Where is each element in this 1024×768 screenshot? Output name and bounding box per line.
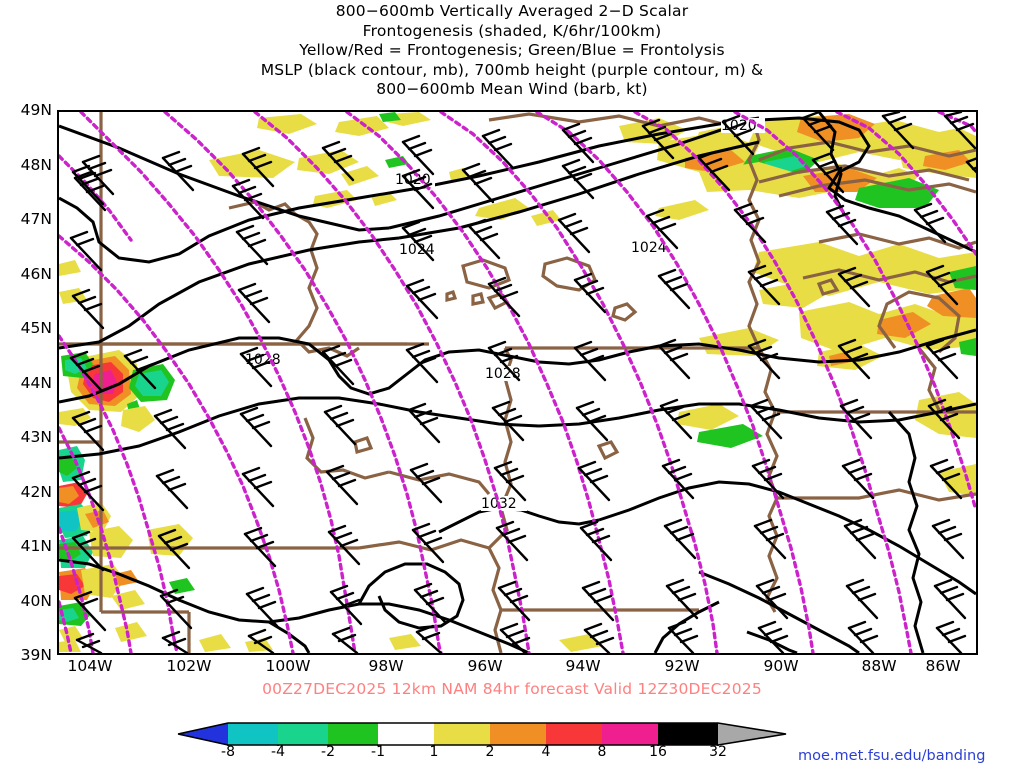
cbtick-16: 16 [649,744,667,760]
ytick-48N: 48N [20,155,52,174]
xtick-94W: 94W [565,657,601,675]
xtick-92W: 92W [664,657,700,675]
svg-text:1028: 1028 [485,366,521,382]
y-axis-labels: 49N 48N 47N 46N 45N 44N 43N 42N 41N 40N … [0,0,52,768]
title-line-3: Yellow/Red = Frontogenesis; Green/Blue =… [299,41,725,59]
colorbar-seg-white [378,723,434,745]
xtick-96W: 96W [467,657,503,675]
ytick-49N: 49N [20,101,52,119]
cbtick-4: 4 [541,744,551,760]
colorbar: -8 -4 -2 -1 1 2 4 8 16 32 [150,722,850,768]
map-plot-area: 1020 1020 1024 1024 1028 1028 1032 [57,110,978,655]
source-watermark[interactable]: moe.met.fsu.edu/banding [798,748,986,764]
chart-title-block: 800−600mb Vertically Averaged 2−D Scalar… [0,2,1024,100]
colorbar-seg-yellow [434,723,490,745]
colorbar-seg-spring [278,723,328,745]
cbtick-2: 2 [485,744,495,760]
colorbar-seg-magenta [602,723,658,745]
forecast-caption: 00Z27DEC2025 12km NAM 84hr forecast Vali… [262,680,762,698]
cbtick--8: -8 [221,744,235,760]
colorbar-over-arrow [718,723,786,745]
cbtick--1: -1 [371,744,385,760]
colorbar-seg-black [658,723,718,745]
cbtick--4: -4 [271,744,285,760]
xtick-102W: 102W [166,657,212,675]
colorbar-under-arrow [178,723,228,745]
xtick-104W: 104W [67,657,113,675]
colorbar-seg-cyan [228,723,278,745]
svg-text:1024: 1024 [631,240,667,256]
colorbar-seg-orange [490,723,546,745]
mslp-contours-layer [59,112,976,653]
ytick-43N: 43N [20,428,52,446]
colorbar-svg [177,722,787,750]
cbtick--2: -2 [321,744,335,760]
map-svg: 1020 1020 1024 1024 1028 1028 1032 [59,112,976,653]
xtick-98W: 98W [368,657,404,675]
title-line-1: 800−600mb Vertically Averaged 2−D Scalar [335,2,689,20]
ytick-45N: 45N [20,319,52,337]
x-axis-labels: 104W 102W 100W 98W 96W 94W 92W 90W 88W 8… [0,657,1024,681]
xtick-100W: 100W [265,657,311,675]
title-line-4: MSLP (black contour, mb), 700mb height (… [260,60,764,79]
title-line-2: Frontogenesis (shaded, K/6hr/100km) [362,21,662,40]
ytick-39N: 39N [20,646,52,664]
ytick-47N: 47N [20,210,52,228]
xtick-86W: 86W [925,657,961,675]
colorbar-seg-red [546,723,602,745]
wind-barbs-layer [69,112,976,653]
cbtick-1: 1 [429,744,439,760]
cbtick-8: 8 [597,744,607,760]
cbtick-32: 32 [709,744,727,760]
xtick-90W: 90W [763,657,799,675]
ytick-40N: 40N [20,591,52,610]
ytick-41N: 41N [20,537,52,555]
ytick-46N: 46N [20,264,52,283]
colorbar-seg-green [328,723,378,745]
ytick-42N: 42N [20,482,52,501]
xtick-88W: 88W [861,657,897,675]
title-line-5: 800−600mb Mean Wind (barb, kt) [376,80,648,98]
ytick-44N: 44N [20,373,52,392]
